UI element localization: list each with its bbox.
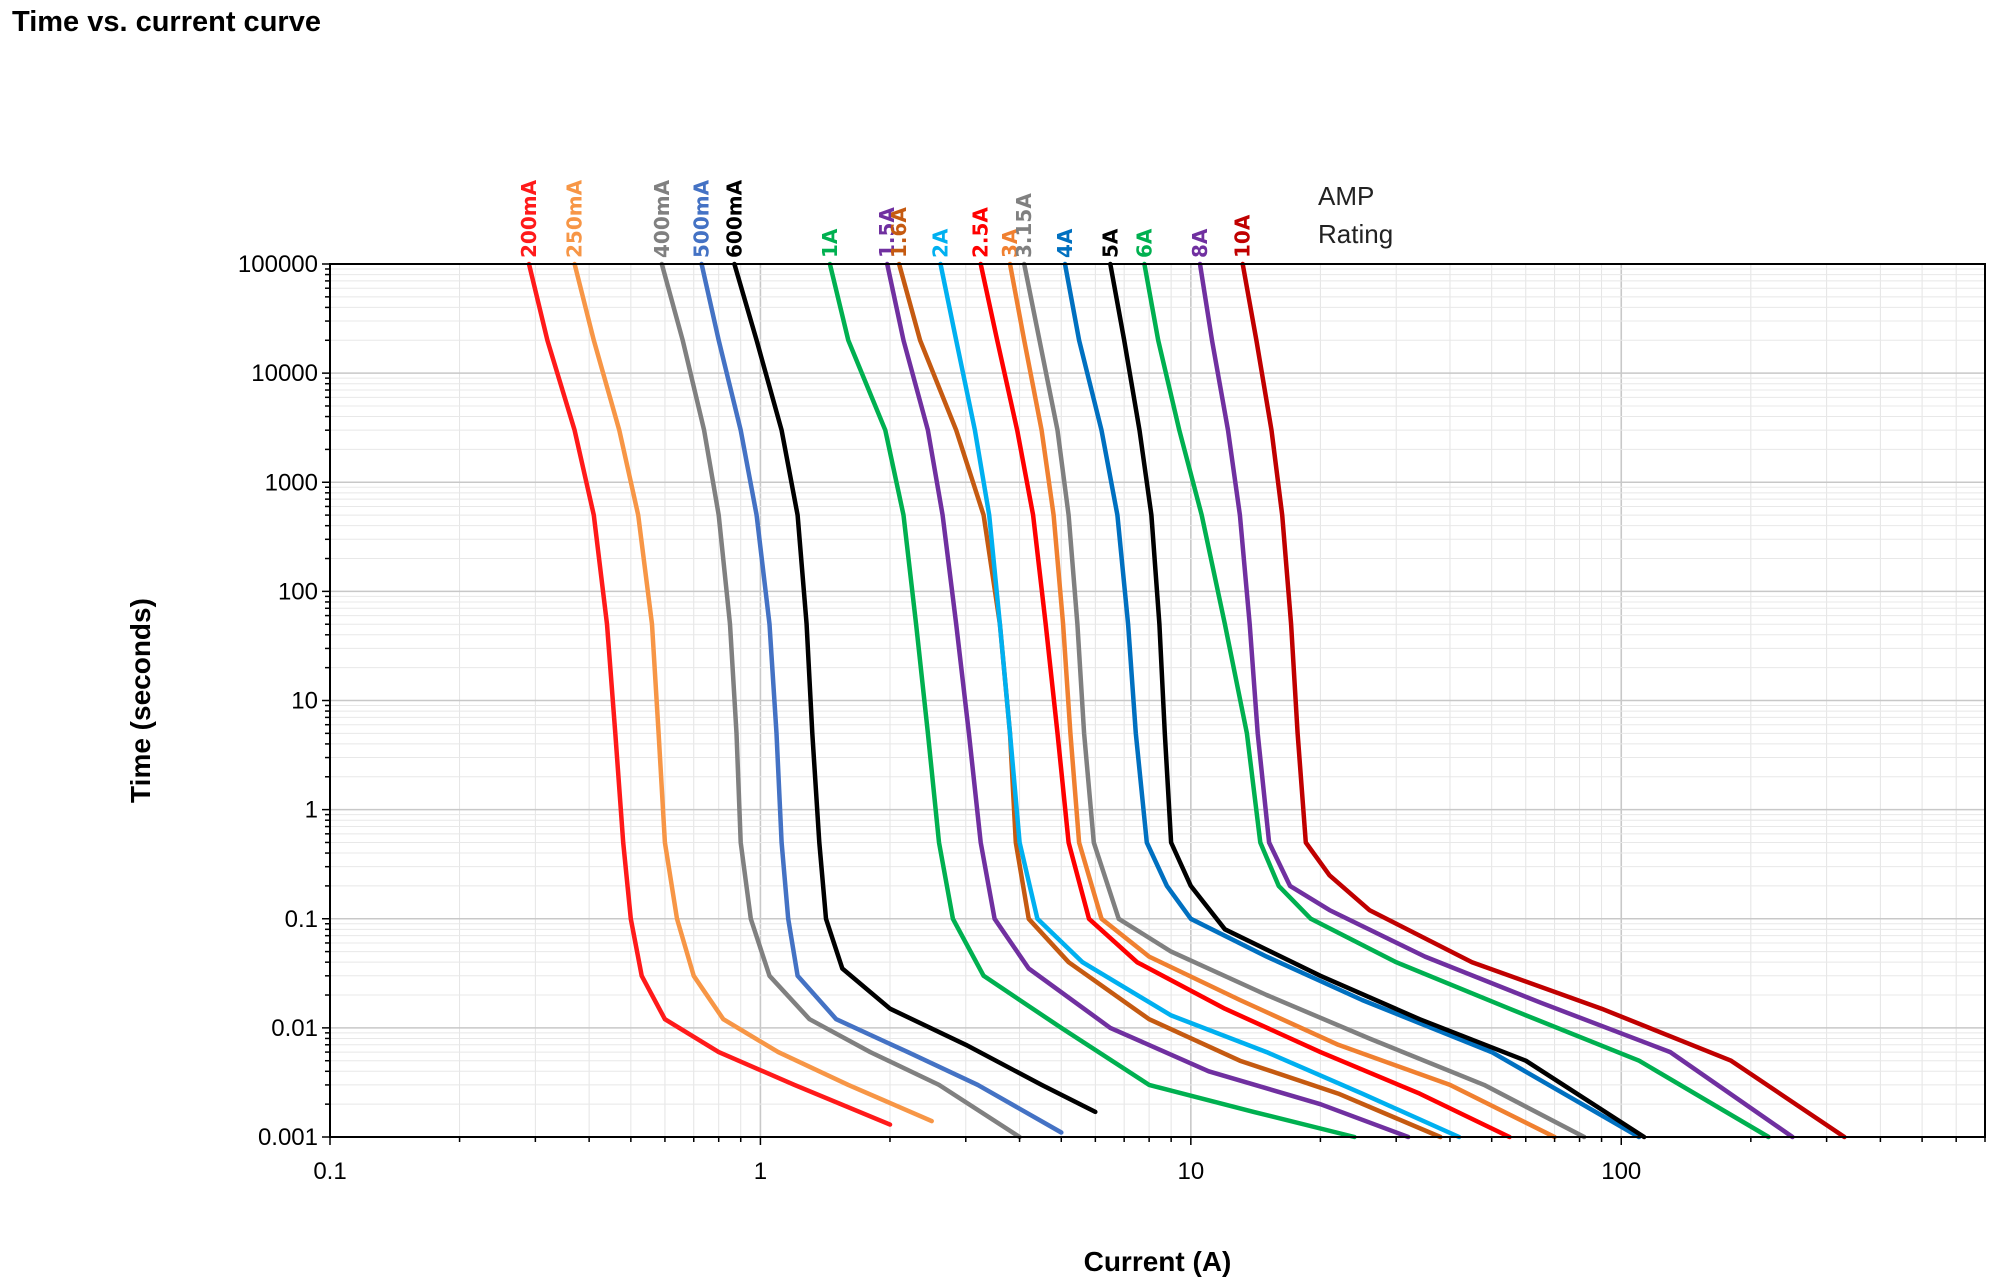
y-tick-label: 10	[291, 688, 318, 715]
series-line-1A	[827, 261, 1357, 1140]
y-tick-label: 10000	[251, 360, 318, 387]
series-label-2.5A: 2.5A	[969, 207, 993, 258]
series-line-600mA	[732, 261, 1098, 1115]
series-line-3A	[1007, 261, 1557, 1140]
y-tick-label: 100	[278, 578, 318, 605]
series-line-500mA	[699, 261, 1064, 1135]
series-label-4A: 4A	[1053, 228, 1077, 258]
series-label-500mA: 500mA	[690, 179, 714, 258]
x-tick-label: 100	[1601, 1158, 1641, 1185]
series-label-10A: 10A	[1231, 214, 1255, 258]
x-tick-label: 1	[754, 1158, 767, 1185]
series-label-3.15A: 3.15A	[1012, 193, 1036, 258]
series-line-2.5A	[978, 261, 1512, 1140]
axis-ticks: 0.1 1 10 100 0.001 0.01 0.1 1 10 100 1000 10000 1000…	[238, 251, 1986, 1185]
series-line-400mA	[659, 261, 1022, 1140]
series-line-2A	[938, 261, 1462, 1140]
series-label-1.5A: 1.5A	[875, 207, 899, 258]
series-line-6A	[1142, 261, 1771, 1140]
page-title: Time vs. current curve	[12, 6, 321, 38]
series-label-400mA: 400mA	[650, 179, 674, 258]
series-line-200mA	[526, 261, 893, 1127]
series-labels: 200mA 250mA 400mA 500mA 600mA 1A 1.5A1.6A 2A 2.5…	[517, 179, 1255, 258]
x-tick-label: 10	[1177, 1158, 1204, 1185]
series-label-600mA: 600mA	[722, 179, 746, 258]
series-line-10A	[1240, 261, 1847, 1140]
series-line-4A	[1062, 261, 1642, 1140]
y-tick-label: 0.01	[271, 1015, 318, 1042]
y-tick-label: 100000	[238, 251, 318, 278]
series-label-1.6A: 1.6A	[887, 207, 911, 258]
series-label-5A: 5A	[1098, 228, 1122, 258]
series-label-1A: 1A	[818, 228, 842, 258]
y-tick-label: 0.1	[285, 906, 318, 933]
x-axis-title: Current (A)	[1084, 1246, 1232, 1277]
series-line-8A	[1197, 261, 1795, 1140]
series-label-200mA: 200mA	[517, 179, 541, 258]
series-line-1.5A	[884, 261, 1411, 1140]
y-axis-title: Time (seconds)	[125, 598, 156, 803]
y-tick-label: 0.001	[258, 1124, 318, 1151]
series-lines	[526, 261, 1847, 1140]
y-tick-label: 1000	[265, 469, 318, 496]
series-label-2A: 2A	[928, 228, 952, 258]
series-label-8A: 8A	[1188, 228, 1212, 258]
amp-note-line-2: Rating	[1318, 219, 1393, 249]
series-line-1.6A	[896, 261, 1443, 1140]
series-label-3A: 3A	[998, 228, 1022, 258]
series-line-5A	[1108, 261, 1647, 1140]
x-tick-label: 0.1	[313, 1158, 346, 1185]
series-line-250mA	[572, 261, 934, 1124]
series-line-3.15A	[1021, 261, 1587, 1140]
series-label-250mA: 250mA	[563, 179, 587, 258]
amp-note-line-1: AMP	[1318, 181, 1374, 211]
y-tick-label: 1	[305, 797, 318, 824]
series-label-6A: 6A	[1132, 228, 1156, 258]
